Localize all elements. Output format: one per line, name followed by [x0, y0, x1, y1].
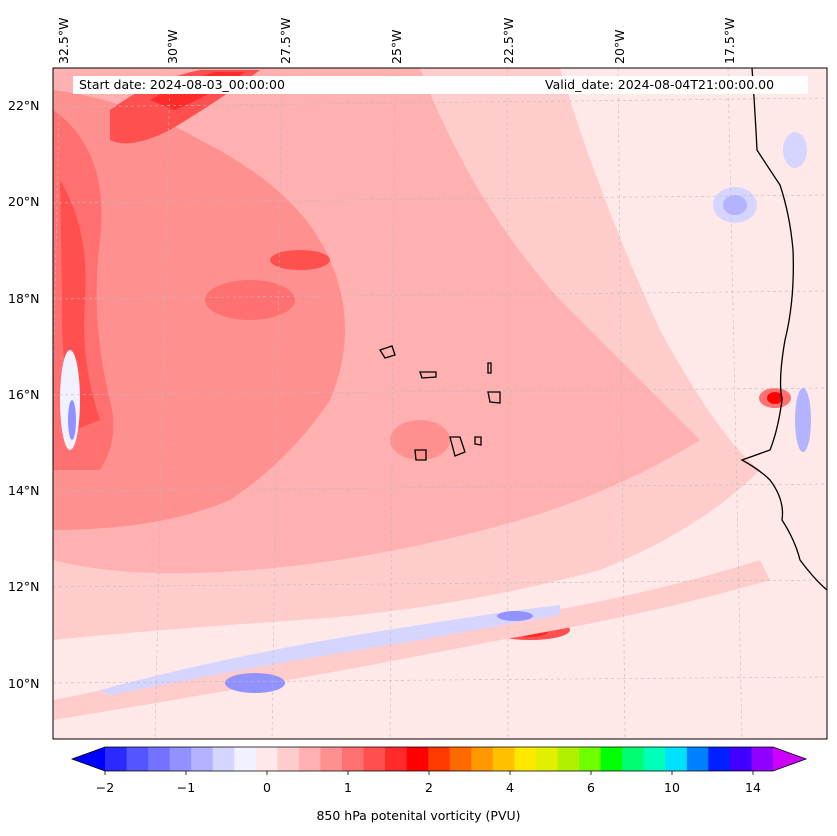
colorbar-tick-label: 6	[587, 780, 595, 795]
start-date-label: Start date: 2024-08-03_00:00:00	[73, 76, 543, 94]
lat-label: 20°N	[8, 194, 40, 209]
colorbar-segment	[406, 747, 429, 771]
lon-label: 27.5°W	[278, 17, 293, 64]
colorbar-segment	[363, 747, 386, 771]
colorbar-segment	[277, 747, 300, 771]
colorbar-tick-label: 10	[664, 780, 680, 795]
valid-date-label: Valid_date: 2024-08-04T21:00:00.00	[540, 76, 808, 94]
colorbar-title: 850 hPa potenital vorticity (PVU)	[316, 808, 521, 823]
colorbar-segment	[557, 747, 580, 771]
colorbar-segment	[449, 747, 472, 771]
colorbar-extend-min	[72, 747, 105, 771]
colorbar-segment	[665, 747, 688, 771]
lon-label: 17.5°W	[722, 17, 737, 64]
colorbar-segment	[126, 747, 149, 771]
colorbar-segment	[514, 747, 537, 771]
colorbar-segment	[643, 747, 666, 771]
colorbar-extend-max	[773, 747, 806, 771]
colorbar-segment	[708, 747, 731, 771]
lon-label: 20°W	[612, 29, 627, 64]
colorbar-segment	[579, 747, 602, 771]
colorbar-segment	[471, 747, 494, 771]
lat-label: 10°N	[8, 676, 40, 691]
colorbar-tick-label: −1	[176, 780, 196, 795]
colorbar-segment	[428, 747, 451, 771]
colorbar-segment	[191, 747, 214, 771]
colorbar-segment	[751, 747, 774, 771]
colorbar-segment	[535, 747, 559, 771]
lon-label: 25°W	[389, 29, 404, 64]
colorbar-segment	[212, 747, 235, 771]
lon-label: 30°W	[165, 29, 180, 64]
colorbar-segment	[492, 747, 515, 771]
lat-label: 18°N	[8, 291, 40, 306]
colorbar-segment	[169, 747, 192, 771]
colorbar-segment	[255, 747, 278, 771]
colorbar-segment	[320, 747, 343, 771]
lon-label: 32.5°W	[56, 17, 71, 64]
colorbar-tick-label: −2	[95, 780, 115, 795]
colorbar-tick-label: 2	[425, 780, 433, 795]
colorbar-segment	[600, 747, 623, 771]
colorbar-segment	[342, 747, 365, 771]
colorbar-segment	[148, 747, 171, 771]
pv-field	[53, 68, 827, 739]
colorbar-tick-label: 4	[506, 780, 514, 795]
colorbar	[70, 746, 808, 775]
coastline	[740, 68, 827, 591]
map-frame	[52, 67, 828, 740]
colorbar-tick-label: 14	[745, 780, 761, 795]
lat-label: 14°N	[8, 483, 40, 498]
colorbar-segment	[686, 747, 709, 771]
lat-label: 22°N	[8, 98, 40, 113]
colorbar-segment	[385, 747, 408, 771]
colorbar-segment	[105, 747, 128, 771]
colorbar-segment	[729, 747, 752, 771]
colorbar-segment	[298, 747, 321, 771]
colorbar-segment	[622, 747, 645, 771]
lat-label: 16°N	[8, 387, 40, 402]
lat-label: 12°N	[8, 579, 40, 594]
cape-verde-islands	[379, 345, 501, 461]
lon-label: 22.5°W	[501, 17, 516, 64]
colorbar-segment	[234, 747, 257, 771]
colorbar-tick-label: 1	[344, 780, 352, 795]
colorbar-tick-label: 0	[263, 780, 271, 795]
